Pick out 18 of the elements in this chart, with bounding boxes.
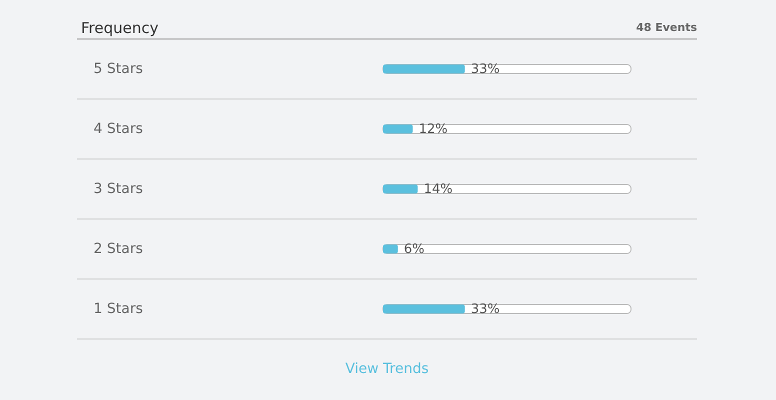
bar [383,64,465,74]
y-tick-label: 2 Stars [94,241,143,257]
text: Frequency [81,19,159,37]
bar [383,184,418,194]
y-tick-label: 4 Stars [94,121,143,137]
y-tick-label: 3 Stars [94,181,143,197]
text: View Trends [345,361,429,377]
bar [383,124,413,134]
data-label: 6% [404,242,425,257]
bar [383,244,398,254]
data-label: 12% [418,122,448,137]
y-tick-label: 1 Stars [94,301,143,317]
data-label: 33% [470,302,500,317]
text: 48 Events [636,21,698,34]
bar [383,304,465,314]
data-label: 33% [470,62,500,77]
y-tick-label: 5 Stars [94,61,143,77]
data-label: 14% [424,182,453,197]
